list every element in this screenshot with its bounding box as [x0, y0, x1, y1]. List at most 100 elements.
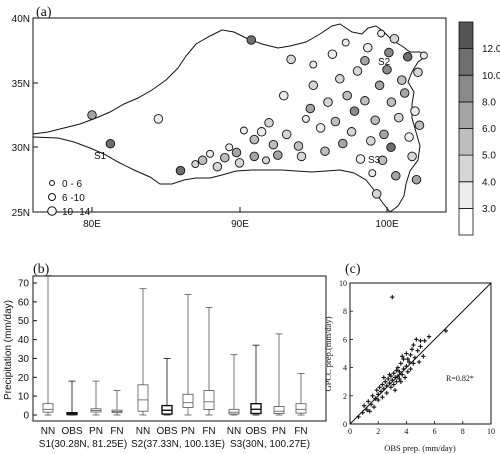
box-body: [204, 391, 214, 410]
station-marker-70: [420, 52, 427, 59]
scatter-point-55: [418, 344, 422, 348]
scatter-point-58: [423, 339, 427, 343]
panel-c-label: (c): [345, 262, 361, 277]
legend-circle-medium: [49, 194, 56, 201]
box-label-s3-nn: NN: [227, 426, 241, 437]
station-marker-56: [387, 143, 396, 152]
box-y-tick-label-6: 60: [18, 297, 30, 308]
scatter-point-26: [392, 371, 396, 375]
station-marker-43: [361, 97, 370, 106]
scatter-point-15: [380, 382, 384, 386]
colorbar-cell-6: [459, 49, 473, 76]
scatter-y-tick-label-3: 6: [343, 335, 347, 344]
scatter-point-4: [366, 399, 370, 403]
scatter-point-0: [356, 415, 360, 419]
lon-tick-80e: 80E: [83, 219, 101, 230]
colorbar-cell-3: [459, 129, 473, 156]
scatter-point-53: [416, 349, 420, 353]
box-body: [229, 409, 239, 414]
box-body: [274, 407, 284, 414]
station-marker-66: [411, 107, 420, 116]
scatter-point-18: [385, 391, 389, 395]
scatter-point-51: [413, 356, 417, 360]
station-marker-23: [287, 55, 296, 64]
scatter-point-1: [361, 411, 365, 415]
colorbar-cell-1: [459, 182, 473, 209]
colorbar-tick-label-5: 10.0: [482, 71, 500, 82]
station-marker-41: [353, 67, 362, 76]
box-obs-5: [162, 358, 172, 415]
scatter-point-17: [383, 380, 387, 384]
station-marker-49: [372, 190, 381, 199]
lat-tick-40n: 40N: [12, 14, 30, 25]
station-marker-21: [280, 91, 289, 100]
box-body: [296, 404, 306, 413]
scatter-point-6: [370, 394, 374, 398]
station-marker-20: [274, 151, 283, 160]
scatter-point-19: [385, 384, 389, 388]
colorbar-tick-label-1: 4.0: [482, 177, 496, 188]
panel-c-scatter: (c) 0 2 4 6 8 10 0 2 4 6 8 10 OBS prep. (mm/day) GP…: [323, 262, 495, 453]
box-label-s2-pn: PN: [181, 426, 195, 437]
scatter-point-54: [417, 360, 421, 364]
box-y-tick-label-1: 10: [18, 392, 30, 403]
colorbar-tick-label-3: 6.0: [482, 124, 496, 135]
legend-label-6-10: 6 -10: [62, 193, 85, 204]
station-marker-69: [415, 121, 424, 130]
lat-tick-25n: 25N: [12, 208, 30, 219]
colorbar-tick-label-0: 3.0: [482, 204, 496, 215]
station-marker-34: [331, 117, 340, 126]
colorbar-tick-label-4: 8.0: [482, 97, 496, 108]
box-nn-0: [43, 276, 53, 416]
box-label-s3-pn: PN: [272, 426, 286, 437]
station-marker-18: [265, 119, 274, 128]
box-y-tick-label-7: 70: [18, 279, 30, 290]
site-label-s1: S1: [94, 151, 107, 162]
scatter-point-43: [404, 351, 408, 355]
station-marker-8: [221, 153, 230, 162]
site-label-s2: S2: [378, 57, 391, 68]
scatter-point-16: [382, 387, 386, 391]
station-marker-28: [310, 61, 317, 68]
panel-b-label: (b): [33, 262, 50, 277]
station-marker-19: [269, 140, 278, 149]
scatter-point-20: [386, 377, 390, 381]
box-y-tick-label-4: 40: [18, 335, 30, 346]
scatter-point-14: [380, 395, 384, 399]
scatter-point-39: [401, 367, 405, 371]
scatter-point-12: [377, 385, 381, 389]
station-marker-6: [207, 150, 214, 157]
station-marker-25: [297, 152, 306, 161]
scatter-x-tick-label-2: 4: [404, 427, 408, 436]
box-y-tick-label-2: 20: [18, 373, 30, 384]
station-marker-45: [364, 43, 373, 52]
box-y-tick-label-5: 50: [18, 316, 30, 327]
scatter-x-tick-label-1: 2: [376, 427, 380, 436]
station-marker-13: [247, 36, 256, 45]
box-body: [183, 394, 193, 407]
boxplot-y-axis: 010203040506070: [18, 279, 37, 422]
box-pn-6: [183, 294, 193, 415]
scatter-x-tick-label-4: 8: [461, 427, 465, 436]
site-caption-s3: S3(30N, 100.27E): [230, 439, 310, 450]
station-marker-51: [378, 30, 385, 37]
station-marker-9: [226, 144, 233, 151]
box-label-s3-fn: FN: [294, 426, 307, 437]
station-marker-35: [336, 75, 345, 84]
station-marker-57: [387, 98, 396, 107]
scatter-point-5: [369, 402, 373, 406]
station-marker-31: [321, 147, 330, 156]
station-marker-38: [343, 91, 352, 100]
legend-label-10-14: 10 -14: [62, 207, 91, 218]
box-y-tick-label-0: 0: [23, 411, 29, 422]
scatter-point-11: [376, 392, 380, 396]
station-marker-36: [339, 139, 348, 148]
box-fn-7: [204, 308, 214, 416]
lat-tick-35n: 35N: [12, 79, 30, 90]
scatter-points: [356, 295, 448, 419]
station-marker-58: [390, 34, 399, 43]
box-label-s3-obs: OBS: [245, 426, 266, 437]
station-marker-15: [250, 135, 259, 144]
scatter-point-25: [390, 295, 394, 299]
